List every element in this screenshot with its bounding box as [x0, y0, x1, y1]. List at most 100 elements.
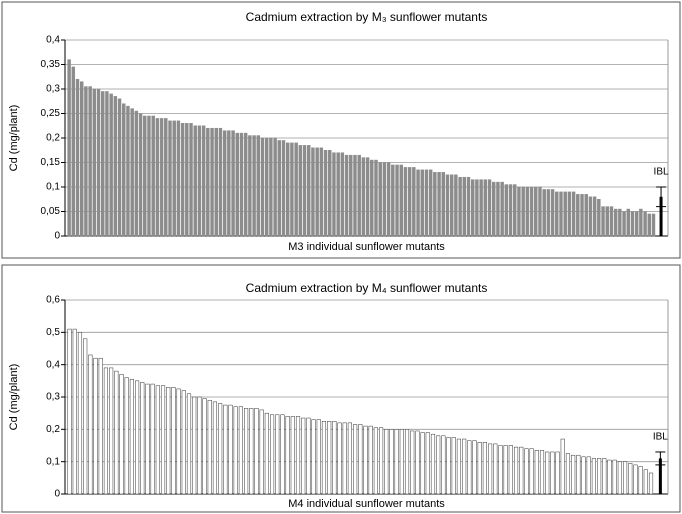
bar [399, 429, 404, 495]
bar [218, 127, 223, 237]
bar [358, 424, 363, 495]
bar [98, 357, 103, 495]
bar [456, 438, 462, 495]
bar [407, 167, 412, 237]
bar [244, 408, 249, 495]
bar [403, 167, 408, 237]
bar [534, 450, 539, 495]
bar [214, 127, 218, 237]
bar [151, 115, 155, 237]
bar [542, 189, 546, 237]
bar [648, 472, 654, 495]
bar [239, 132, 244, 237]
bar [565, 453, 571, 495]
bar [124, 377, 129, 495]
bar [470, 179, 475, 237]
bar [498, 445, 503, 495]
reference-label: IBL [654, 167, 669, 178]
bar [643, 469, 648, 495]
bar [436, 435, 441, 495]
bar [235, 132, 239, 237]
y-tick-label: 0,1 [46, 456, 60, 467]
bar [168, 120, 172, 237]
bar [634, 211, 639, 237]
bar [145, 383, 150, 495]
bar [96, 88, 101, 237]
bar [327, 421, 332, 495]
bar [126, 105, 130, 237]
bar [425, 432, 430, 495]
bar [286, 142, 290, 237]
bar [643, 211, 647, 237]
y-tick-label: 0,1 [46, 182, 60, 193]
bar [222, 130, 227, 237]
chart-title: Cadmium extraction by M₃ sunflower mutan… [246, 10, 488, 24]
bar [638, 466, 643, 495]
bar [72, 328, 77, 495]
bar [67, 328, 72, 495]
bar [260, 137, 265, 237]
bar [264, 412, 269, 495]
bar [160, 385, 166, 495]
bar [206, 127, 210, 237]
bar [446, 437, 451, 495]
bar [302, 145, 307, 237]
bar [88, 354, 93, 495]
bar [166, 387, 171, 495]
bar [479, 179, 483, 237]
bar [462, 176, 467, 237]
reference-label: IBL [653, 432, 668, 443]
bar [185, 123, 189, 237]
panel-border [1, 1, 681, 259]
bar [529, 448, 534, 495]
bar [227, 130, 231, 237]
bar [458, 176, 462, 237]
bar [181, 390, 186, 495]
bar [609, 206, 614, 237]
bar [281, 140, 286, 237]
bar [349, 154, 353, 237]
bar [92, 88, 97, 237]
bar [357, 154, 361, 237]
bar [180, 123, 185, 237]
bar [201, 125, 206, 237]
y-tick-label: 0 [54, 489, 60, 500]
chart-title: Cadmium extraction by M₄ sunflower mutan… [246, 281, 488, 295]
bar [618, 208, 622, 237]
bar [571, 191, 576, 237]
bar [529, 186, 534, 237]
bar [416, 169, 420, 237]
bar [193, 125, 197, 237]
bar [363, 425, 368, 495]
bar [71, 66, 76, 237]
bar [591, 458, 596, 495]
reference-bar [658, 458, 662, 494]
bar [290, 142, 294, 237]
bar [412, 167, 416, 237]
reference-bar [659, 196, 663, 236]
bar [647, 213, 652, 237]
bar [580, 194, 584, 237]
bar [519, 446, 524, 495]
bar [441, 435, 446, 495]
bar [545, 451, 550, 495]
bar [399, 164, 403, 237]
bar [114, 370, 119, 495]
bar [273, 137, 277, 237]
bar [332, 152, 336, 237]
bar [482, 442, 487, 495]
bar [475, 179, 479, 237]
bar [323, 150, 328, 237]
y-tick-label: 0,3 [46, 84, 60, 95]
bar [344, 154, 349, 237]
bar [138, 113, 143, 237]
bar [441, 172, 445, 237]
bar [147, 115, 151, 237]
bar [134, 110, 139, 237]
y-tick-label: 0,6 [46, 295, 60, 306]
bar [607, 459, 612, 495]
bar [379, 427, 384, 495]
bar [210, 127, 214, 237]
bar [361, 157, 366, 237]
bar [264, 137, 269, 237]
